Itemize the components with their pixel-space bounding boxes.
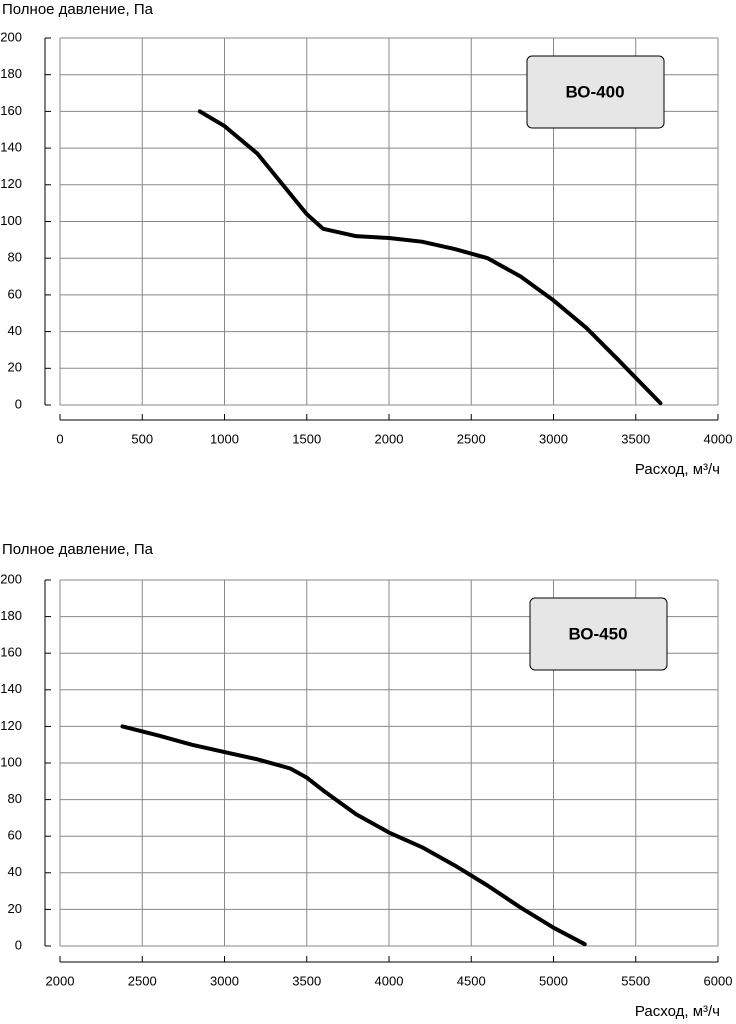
x-tick-label: 5500 <box>621 973 650 988</box>
y-tick-label: 140 <box>0 140 22 155</box>
y-tick-label: 80 <box>8 250 22 265</box>
curve <box>197 109 663 406</box>
x-tick-label: 6000 <box>704 973 733 988</box>
y-tick-label: 100 <box>0 213 22 228</box>
x-tick-label: 2000 <box>375 431 404 446</box>
y-tick-label: 200 <box>0 29 22 44</box>
x-tick-label: 3500 <box>621 431 650 446</box>
x-tick-label: 2500 <box>128 973 157 988</box>
curve <box>120 724 587 947</box>
x-tick-label: 2000 <box>46 973 75 988</box>
y-tick-label: 100 <box>0 754 22 769</box>
y-tick-label: 120 <box>0 176 22 191</box>
y-tick-label: 40 <box>8 323 22 338</box>
y-tick-label: 180 <box>0 66 22 81</box>
x-tick-label: 0 <box>56 431 63 446</box>
y-axis-label: Полное давление, Па <box>2 541 154 558</box>
y-tick-label: 40 <box>8 864 22 879</box>
x-tick-label: 1000 <box>210 431 239 446</box>
x-tick-label: 3000 <box>539 431 568 446</box>
y-tick-label: 180 <box>0 608 22 623</box>
x-tick-label: 4000 <box>704 431 733 446</box>
x-tick-label: 1500 <box>292 431 321 446</box>
x-tick-label: 5000 <box>539 973 568 988</box>
model-label: ВО-400 <box>565 82 624 101</box>
x-tick-label: 3500 <box>292 973 321 988</box>
x-axis-label: Расход, м³/ч <box>635 1003 720 1020</box>
y-tick-label: 0 <box>15 937 22 952</box>
y-tick-label: 60 <box>8 828 22 843</box>
y-tick-label: 120 <box>0 718 22 733</box>
y-tick-label: 140 <box>0 681 22 696</box>
model-box <box>529 597 668 671</box>
y-tick-label: 200 <box>0 571 22 586</box>
x-tick-label: 500 <box>131 431 153 446</box>
x-axis-label: Расход, м³/ч <box>635 461 720 478</box>
y-axis-label: Полное давление, Па <box>2 1 154 18</box>
model-box <box>526 55 665 129</box>
x-tick-label: 2500 <box>457 431 486 446</box>
y-tick-label: 80 <box>8 791 22 806</box>
y-tick-label: 20 <box>8 901 22 916</box>
y-tick-label: 60 <box>8 286 22 301</box>
x-tick-label: 4500 <box>457 973 486 988</box>
y-tick-label: 0 <box>15 396 22 411</box>
x-tick-label: 4000 <box>375 973 404 988</box>
x-tick-label: 3000 <box>210 973 239 988</box>
y-tick-label: 20 <box>8 360 22 375</box>
y-tick-label: 160 <box>0 645 22 660</box>
y-tick-label: 160 <box>0 103 22 118</box>
model-label: ВО-450 <box>568 624 627 643</box>
